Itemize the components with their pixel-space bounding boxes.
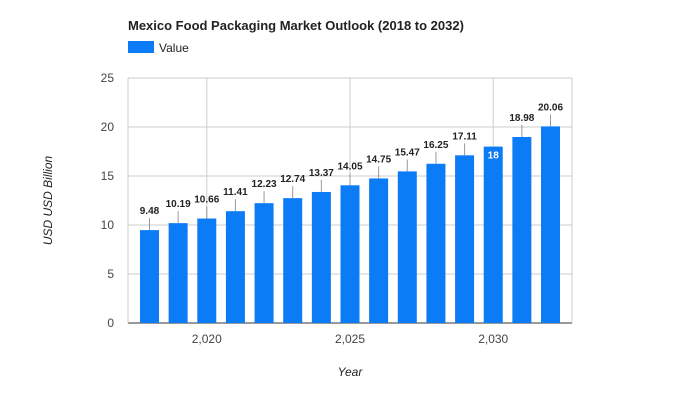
- data-label: 10.66: [194, 195, 219, 206]
- y-tick-label: 15: [101, 169, 115, 183]
- bar: [283, 198, 303, 323]
- bar: [254, 203, 274, 323]
- data-label: 13.37: [309, 168, 334, 179]
- x-tick-label: 2,020: [192, 332, 222, 346]
- bar: [455, 155, 475, 323]
- legend-label: Value: [159, 41, 189, 55]
- bar: [426, 163, 446, 323]
- chart-title: Mexico Food Packaging Market Outlook (20…: [128, 18, 464, 33]
- bar: [311, 191, 331, 323]
- x-tick-label: 2,025: [335, 332, 365, 346]
- bar: [541, 126, 561, 323]
- data-label: 16.25: [423, 140, 448, 151]
- bar: [225, 211, 245, 323]
- data-label: 12.74: [280, 174, 305, 185]
- y-tick-label: 20: [101, 120, 115, 134]
- x-axis-title: Year: [338, 365, 364, 379]
- x-axis-ticks: 2,020 2,025 2,030: [192, 332, 509, 346]
- data-label: 9.48: [140, 206, 160, 217]
- bars: [139, 126, 561, 323]
- data-label: 10.19: [166, 199, 191, 210]
- bar: [512, 136, 532, 323]
- legend: Value: [128, 41, 189, 55]
- y-axis-title: USD USD Billion: [41, 155, 55, 245]
- y-tick-label: 5: [107, 267, 114, 281]
- bar: [197, 218, 217, 323]
- data-label: 18.98: [509, 113, 534, 124]
- data-label: 17.11: [452, 131, 477, 142]
- y-tick-label: 10: [101, 218, 115, 232]
- bar: [168, 223, 188, 323]
- data-label: 11.41: [223, 187, 248, 198]
- y-axis-ticks: 0 5 10 15 20 25: [101, 71, 115, 330]
- data-label: 15.47: [395, 147, 420, 158]
- data-label: 18: [488, 151, 500, 162]
- data-label: 14.75: [366, 154, 391, 165]
- y-tick-label: 0: [107, 316, 114, 330]
- y-tick-label: 25: [101, 71, 115, 85]
- x-tick-label: 2,030: [478, 332, 508, 346]
- data-label: 12.23: [252, 179, 277, 190]
- bar: [483, 146, 503, 323]
- bar: [139, 230, 159, 323]
- bar: [340, 185, 360, 323]
- data-label: 20.06: [538, 102, 563, 113]
- bar: [397, 171, 417, 323]
- legend-swatch: [128, 41, 154, 53]
- data-label: 14.05: [337, 161, 362, 172]
- bar: [369, 178, 389, 323]
